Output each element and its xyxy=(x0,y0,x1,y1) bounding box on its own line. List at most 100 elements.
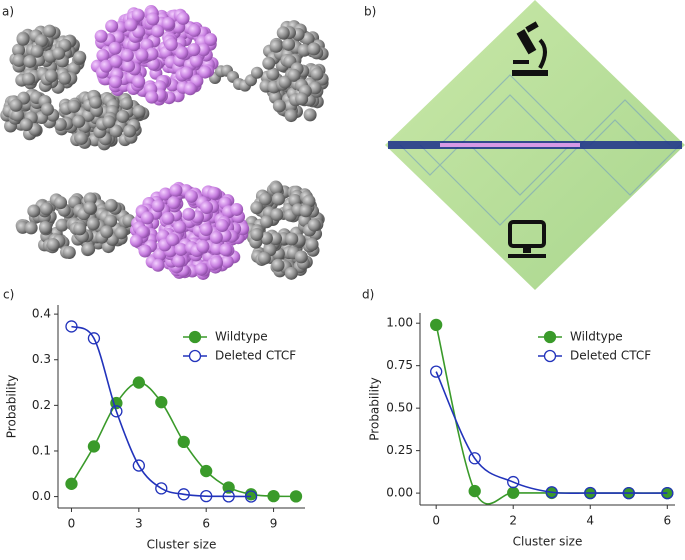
bead xyxy=(269,232,283,246)
bead xyxy=(303,108,317,122)
bead xyxy=(305,237,319,251)
panel-label: c) xyxy=(3,288,14,302)
bead xyxy=(210,256,224,270)
bead xyxy=(19,118,33,132)
bead xyxy=(105,19,119,33)
bead xyxy=(40,102,54,116)
bead xyxy=(215,219,229,233)
bead xyxy=(52,46,66,60)
bead xyxy=(58,71,72,85)
x-tick-label: 0 xyxy=(432,514,440,528)
bead xyxy=(145,47,159,61)
bead xyxy=(30,44,44,58)
bead xyxy=(138,244,152,258)
data-point xyxy=(507,486,520,499)
bead xyxy=(167,196,181,210)
bead xyxy=(44,69,58,83)
computer-icon xyxy=(508,220,546,258)
bead xyxy=(89,95,103,109)
y-tick-label: 0.4 xyxy=(32,307,51,321)
x-axis-label: Cluster size xyxy=(147,538,217,552)
x-tick-label: 0 xyxy=(68,517,76,531)
map-texture xyxy=(399,74,681,226)
bead xyxy=(132,75,146,89)
bead xyxy=(200,200,214,214)
data-point xyxy=(200,464,213,478)
data-point xyxy=(661,486,674,500)
bead xyxy=(301,32,315,46)
bead xyxy=(194,262,208,276)
x-tick-label: 9 xyxy=(270,517,278,531)
bead xyxy=(196,239,210,253)
bead xyxy=(287,68,301,82)
bead xyxy=(67,99,81,113)
bead xyxy=(22,72,36,86)
bead xyxy=(183,82,197,96)
bead xyxy=(180,66,194,80)
bead xyxy=(169,183,183,197)
legend-label: Deleted CTCF xyxy=(570,349,651,363)
bead xyxy=(123,124,137,138)
bead xyxy=(9,98,23,112)
bead xyxy=(161,17,175,31)
bead xyxy=(196,43,210,57)
bead xyxy=(250,201,264,215)
y-tick-label: 1.00 xyxy=(386,316,413,330)
bead xyxy=(187,23,201,37)
data-point xyxy=(65,477,78,490)
bead xyxy=(204,33,218,47)
bead xyxy=(120,48,134,62)
bead xyxy=(151,24,165,38)
bead xyxy=(108,41,122,55)
bead xyxy=(251,66,263,79)
bead xyxy=(43,24,57,38)
bead xyxy=(96,48,110,62)
bead xyxy=(187,43,201,57)
series-line xyxy=(71,325,252,498)
x-axis-label: Cluster size xyxy=(513,535,583,549)
data-point xyxy=(132,459,145,472)
data-point xyxy=(430,365,443,378)
bead xyxy=(294,250,308,264)
bead xyxy=(282,37,296,51)
x-tick-label: 4 xyxy=(586,514,594,528)
bead xyxy=(74,131,88,145)
data-point xyxy=(65,320,78,333)
bead xyxy=(269,39,283,53)
bead xyxy=(278,75,292,89)
y-axis-label: Probability xyxy=(5,375,19,438)
bead xyxy=(198,65,212,79)
map-highlight xyxy=(440,143,580,147)
bead xyxy=(132,105,146,119)
bead xyxy=(257,251,271,265)
bead xyxy=(173,220,187,234)
bead xyxy=(109,75,123,89)
bead xyxy=(266,67,280,81)
bead xyxy=(100,225,114,239)
bead xyxy=(174,242,188,256)
bead xyxy=(99,59,113,73)
bead xyxy=(276,26,290,40)
bead xyxy=(176,11,190,25)
bead xyxy=(62,246,76,260)
y-tick-label: 0.25 xyxy=(386,443,413,457)
bead xyxy=(55,218,69,232)
data-point xyxy=(87,440,101,453)
data-point xyxy=(200,489,213,503)
bead xyxy=(220,255,234,269)
y-tick-label: 0.00 xyxy=(386,486,413,500)
y-tick-label: 0.50 xyxy=(386,401,413,415)
bead xyxy=(104,198,118,212)
bead xyxy=(310,67,324,81)
data-point xyxy=(222,481,235,494)
legend-marker xyxy=(188,349,202,363)
y-tick-label: 0.3 xyxy=(32,352,51,366)
bead xyxy=(295,92,309,106)
bead xyxy=(151,199,165,213)
bead xyxy=(109,54,123,68)
panel-label: b) xyxy=(364,5,376,19)
bead xyxy=(67,61,81,75)
bead xyxy=(270,208,284,222)
x-tick-label: 6 xyxy=(202,517,210,531)
